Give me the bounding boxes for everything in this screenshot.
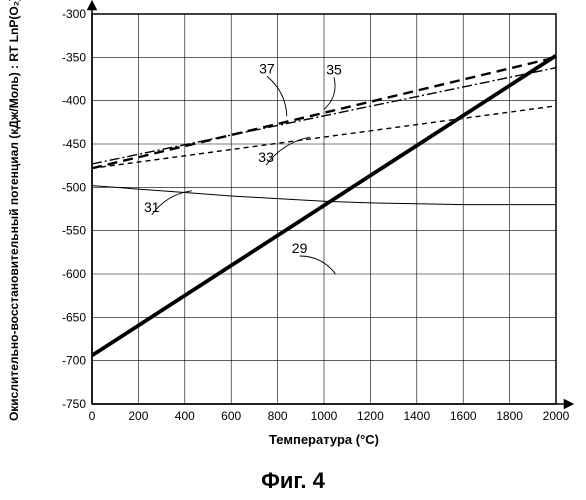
annotation-label-33: 33 <box>258 149 274 165</box>
svg-text:-500: -500 <box>62 180 86 194</box>
chart-svg: 0 200 400 600 800 1000 1200 1400 1600 1800 2000 -75… <box>0 0 586 500</box>
svg-text:800: 800 <box>268 409 288 423</box>
y-axis-label: Окислительно-восстановительный потенциал… <box>7 0 21 421</box>
svg-text:600: 600 <box>221 409 241 423</box>
svg-text:200: 200 <box>128 409 148 423</box>
figure-caption: Фиг. 4 <box>0 468 586 494</box>
annotation-label-35: 35 <box>326 61 342 77</box>
svg-text:-400: -400 <box>62 94 86 108</box>
svg-text:2000: 2000 <box>543 409 570 423</box>
svg-text:-300: -300 <box>62 7 86 21</box>
svg-text:1200: 1200 <box>357 409 384 423</box>
svg-text:1800: 1800 <box>496 409 523 423</box>
svg-text:-600: -600 <box>62 267 86 281</box>
annotation-label-37: 37 <box>259 60 275 76</box>
svg-text:-550: -550 <box>62 224 86 238</box>
annotation-leader-29 <box>300 256 336 274</box>
svg-text:-700: -700 <box>62 354 86 368</box>
svg-text:-750: -750 <box>62 397 86 411</box>
svg-text:1600: 1600 <box>450 409 477 423</box>
svg-text:-350: -350 <box>62 50 86 64</box>
x-axis-label: Температура (°C) <box>269 432 379 447</box>
svg-text:0: 0 <box>89 409 96 423</box>
svg-text:400: 400 <box>175 409 195 423</box>
annotation-label-31: 31 <box>144 199 160 215</box>
svg-text:1400: 1400 <box>403 409 430 423</box>
annotation-label-29: 29 <box>292 240 308 256</box>
figure-wrap: 0 200 400 600 800 1000 1200 1400 1600 1800 2000 -75… <box>0 0 586 500</box>
svg-text:-650: -650 <box>62 310 86 324</box>
annotation-leader-35 <box>324 77 335 109</box>
annotation-leader-37 <box>267 76 287 116</box>
svg-text:-450: -450 <box>62 137 86 151</box>
svg-text:1000: 1000 <box>311 409 338 423</box>
